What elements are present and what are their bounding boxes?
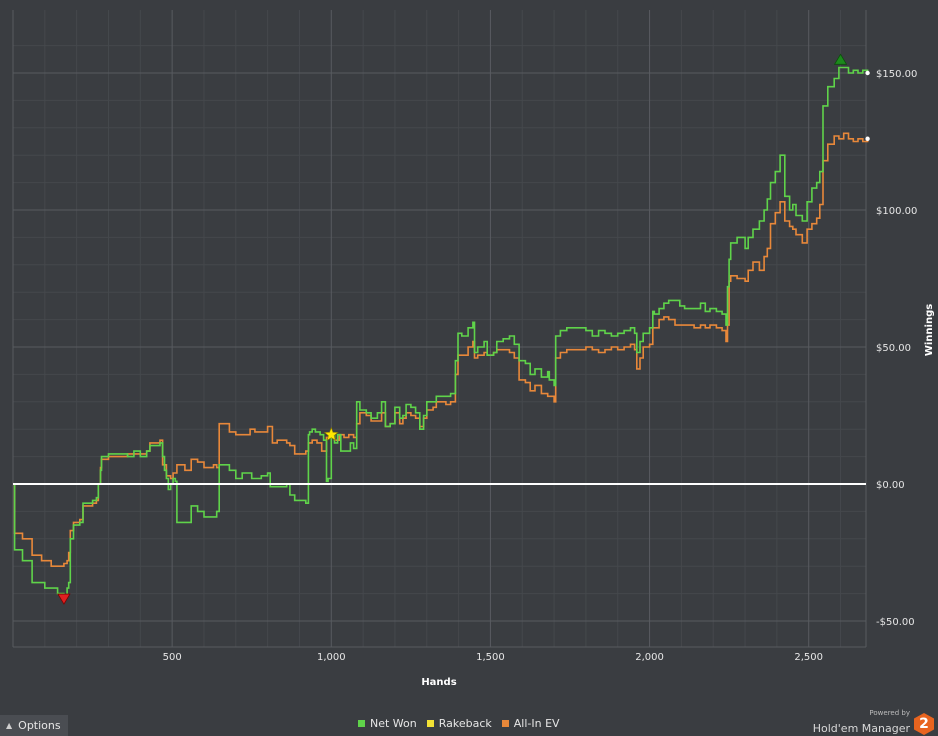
series-line-net-won-endpoint — [865, 70, 870, 76]
legend-label-net-won: Net Won — [370, 717, 417, 730]
legend-swatch-net-won — [358, 720, 365, 727]
options-label: Options — [18, 719, 61, 732]
options-button[interactable]: ▲ Options — [0, 715, 68, 736]
brand-badge-icon: 2 — [914, 713, 934, 735]
legend-item-all-in-ev[interactable]: All-In EV — [501, 717, 560, 730]
legend-item-rakeback[interactable]: Rakeback — [426, 717, 492, 730]
y-tick-label: $50.00 — [876, 343, 911, 354]
x-tick-label: 2,500 — [794, 652, 823, 663]
y-axis-title: Winnings — [924, 304, 935, 356]
x-tick-label: 1,500 — [476, 652, 505, 663]
legend-item-net-won[interactable]: Net Won — [358, 717, 417, 730]
legend-label-all-in-ev: All-In EV — [513, 717, 560, 730]
star-marker — [323, 426, 339, 441]
minor-grid — [13, 10, 866, 647]
plot-area — [13, 10, 866, 647]
legend-swatch-rakeback — [426, 720, 434, 727]
max-marker — [833, 53, 848, 65]
y-tick-label: -$50.00 — [876, 617, 915, 628]
min-marker — [57, 593, 71, 605]
x-tick-label: 2,000 — [635, 652, 664, 663]
x-axis-title: Hands — [421, 677, 456, 688]
legend-label-rakeback: Rakeback — [438, 717, 492, 730]
chevron-up-icon: ▲ — [6, 721, 13, 730]
y-tick-label: $100.00 — [876, 206, 917, 217]
series-line-all-in-ev-endpoint — [865, 136, 870, 141]
chart-markers — [57, 53, 848, 605]
axis-ticks: 500 1,000 1,500 2,000 2,500 -$50.00 $0.00 $50.0… — [163, 69, 918, 663]
brand-text: Powered by Hold'em Manager — [813, 710, 910, 735]
x-tick-label: 1,000 — [317, 652, 346, 663]
brand-logo: Powered by Hold'em Manager 2 — [813, 705, 934, 735]
brand-powered-by: Powered by — [869, 709, 910, 717]
winnings-graph: 500 1,000 1,500 2,000 2,500 -$50.00 $0.00 $50.0… — [12, 10, 935, 688]
y-tick-label: $0.00 — [876, 480, 905, 491]
y-tick-label: $150.00 — [876, 69, 917, 80]
x-tick-label: 500 — [163, 652, 182, 663]
major-grid — [12, 10, 867, 648]
legend-swatch-all-in-ev — [501, 720, 509, 727]
series-lines — [13, 66, 870, 598]
chart-legend: Net Won Rakeback All-In EV — [358, 717, 560, 730]
series-line-net-won — [13, 66, 869, 598]
brand-name: Hold'em Manager — [812, 722, 910, 735]
